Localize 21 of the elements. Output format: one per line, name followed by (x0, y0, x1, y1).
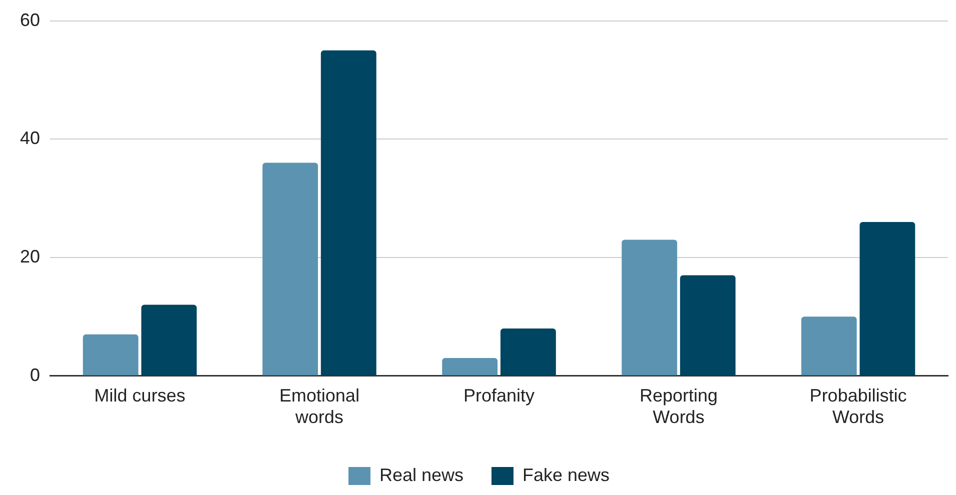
y-tick-label: 40 (20, 128, 40, 148)
bar (860, 222, 916, 376)
bar (82, 334, 138, 376)
x-tick-label: Probabilistic Words (810, 386, 907, 428)
y-tick-label: 0 (30, 364, 40, 385)
bar (141, 304, 197, 376)
x-tick-label: Profanity (463, 386, 535, 406)
bar (262, 162, 318, 376)
bar (680, 275, 736, 376)
y-tick-label: 20 (20, 246, 40, 266)
bar (801, 316, 857, 376)
bar (320, 50, 376, 376)
bar (500, 328, 556, 376)
legend-label: Fake news (522, 464, 610, 485)
x-tick-label: Emotional words (279, 386, 360, 428)
x-tick-label: Mild curses (94, 386, 186, 406)
x-tick-label: Reporting Words (640, 386, 718, 428)
bar (442, 358, 498, 376)
legend-label: Real news (379, 464, 464, 485)
y-tick-label: 60 (20, 10, 40, 30)
bar (622, 240, 678, 376)
